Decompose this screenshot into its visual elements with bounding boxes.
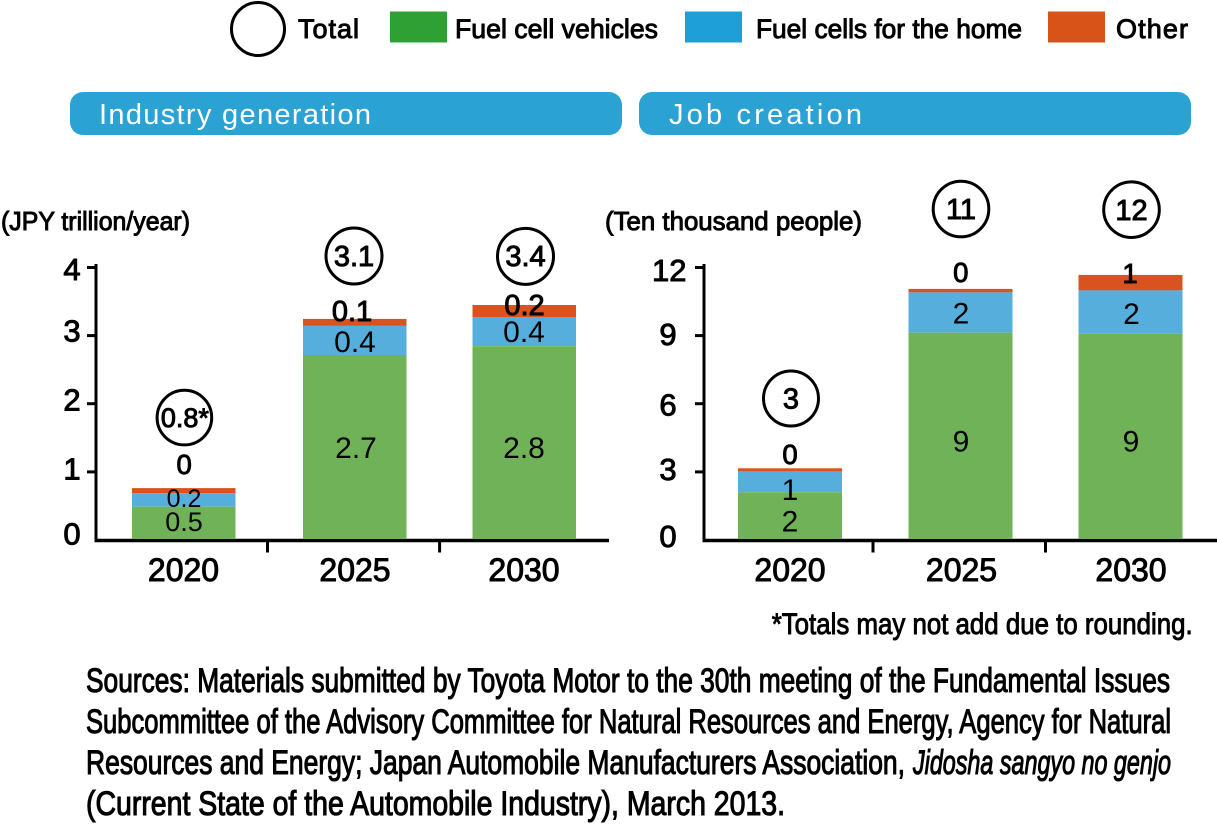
svg-text:2.7: 2.7 [335, 432, 377, 465]
svg-text:2: 2 [782, 506, 799, 539]
svg-text:3: 3 [659, 452, 676, 487]
svg-text:6: 6 [659, 388, 676, 423]
svg-text:0.2: 0.2 [167, 485, 202, 513]
svg-text:Sources: Materials submitted b: Sources: Materials submitted by Toyota M… [86, 662, 1170, 700]
svg-text:0: 0 [63, 517, 80, 552]
svg-text:0.4: 0.4 [503, 316, 545, 349]
svg-text:*Totals may not add due to rou: *Totals may not add due to rounding. [772, 608, 1193, 641]
svg-text:0.4: 0.4 [334, 326, 376, 359]
svg-text:3: 3 [63, 314, 80, 349]
svg-text:0: 0 [177, 449, 192, 480]
svg-text:2025: 2025 [926, 552, 997, 588]
svg-text:0: 0 [659, 519, 676, 554]
svg-text:2: 2 [953, 298, 970, 331]
svg-text:9: 9 [659, 317, 676, 352]
svg-text:2030: 2030 [488, 552, 559, 588]
svg-text:Fuel cell vehicles: Fuel cell vehicles [455, 14, 658, 44]
svg-text:1: 1 [1122, 258, 1137, 289]
svg-text:0: 0 [953, 257, 968, 288]
svg-text:Fuel cells for the home: Fuel cells for the home [756, 14, 1022, 44]
svg-text:0.2: 0.2 [504, 290, 544, 322]
svg-text:Subcommittee of the Advisory C: Subcommittee of the Advisory Committee f… [86, 703, 1171, 741]
svg-text:11: 11 [946, 194, 976, 226]
svg-text:3.4: 3.4 [505, 241, 545, 273]
svg-text:3.1: 3.1 [334, 241, 374, 273]
svg-text:Other: Other [1116, 14, 1188, 44]
svg-text:9: 9 [1123, 426, 1140, 459]
svg-text:Total: Total [298, 14, 359, 44]
svg-text:Jidosha sangyo no genjo: Jidosha sangyo no genjo [912, 744, 1171, 782]
svg-text:2: 2 [1123, 298, 1140, 331]
svg-text:2: 2 [63, 383, 80, 418]
svg-text:2020: 2020 [148, 552, 219, 588]
svg-text:2025: 2025 [319, 552, 390, 588]
svg-text:(JPY trillion/year): (JPY trillion/year) [1, 206, 190, 236]
svg-text:2030: 2030 [1095, 552, 1166, 588]
svg-text:(Ten thousand people): (Ten thousand people) [605, 206, 862, 236]
svg-text:0.1: 0.1 [332, 296, 372, 328]
svg-text:12: 12 [1115, 195, 1147, 227]
svg-text:1: 1 [63, 452, 80, 487]
svg-text:12: 12 [652, 253, 686, 288]
svg-text:2.8: 2.8 [503, 432, 545, 465]
svg-text:1: 1 [782, 474, 799, 507]
svg-text:0: 0 [782, 439, 797, 470]
svg-text:9: 9 [953, 426, 970, 459]
svg-text:2020: 2020 [754, 552, 825, 588]
svg-text:0.8*: 0.8* [161, 403, 210, 433]
svg-text:0.5: 0.5 [165, 507, 203, 537]
svg-text:3: 3 [783, 384, 799, 416]
svg-text:Resources and Energy; Japan Au: Resources and Energy; Japan Automobile M… [86, 744, 905, 782]
svg-text:(Current State of the Automobi: (Current State of the Automobile Industr… [86, 785, 785, 823]
svg-text:Industry generation: Industry generation [99, 99, 371, 131]
svg-text:4: 4 [63, 252, 80, 287]
